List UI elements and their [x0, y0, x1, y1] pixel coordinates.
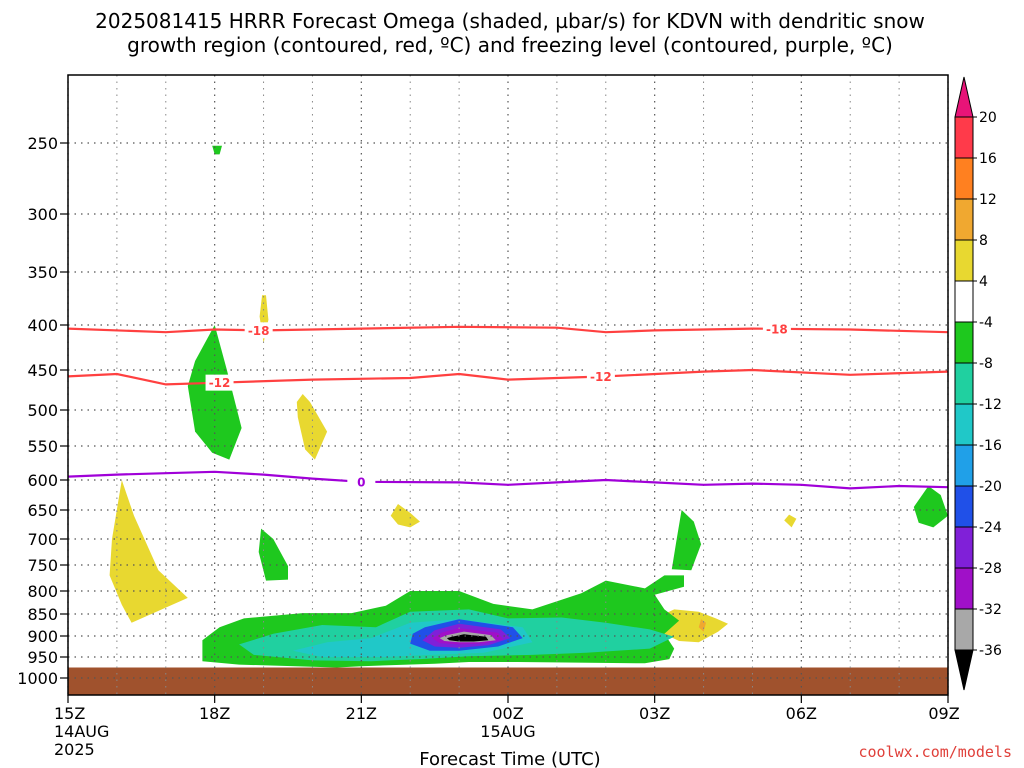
- colorbar-label-12: -32: [979, 602, 1002, 618]
- contour-label-bg--18-1: [762, 320, 791, 337]
- colorbar-swatch-12: [954, 608, 974, 651]
- colorbar-label-9: -20: [979, 479, 1002, 495]
- ground-surface: [68, 667, 948, 695]
- colorbar-swatch-7: [954, 403, 974, 446]
- colorbar-label-7: -12: [979, 397, 1002, 413]
- contour-0: [67, 470, 949, 490]
- omega-region-5: [258, 528, 288, 581]
- contour-label--12-0: -12: [209, 376, 231, 390]
- colorbar-label-13: -36: [979, 643, 1002, 659]
- x-tick-label-h0-2: 2025: [54, 740, 95, 759]
- credit-text: coolwx.com/models: [858, 743, 1012, 761]
- omega-region-12: [698, 619, 706, 632]
- colorbar-top-arrow: [954, 76, 974, 118]
- x-tick-label-h0-0: 15Z: [54, 704, 85, 723]
- colorbar-swatch-2: [954, 198, 974, 241]
- chart-title: 2025081415 HRRR Forecast Omega (shaded, …: [95, 9, 925, 57]
- colorbar-swatch-10: [954, 526, 974, 569]
- y-tick-label-350: 350: [27, 263, 58, 282]
- colorbar: 20 16 12 8 4 -4 -8 -12 -16 -20 -24 -28 -32 -36: [954, 76, 1002, 691]
- omega-region-7: [390, 504, 420, 528]
- omega-region-8: [784, 514, 797, 528]
- colorbar-swatch-3: [954, 239, 974, 282]
- omega-region-10: [913, 486, 948, 528]
- y-tick-label-850: 850: [27, 605, 58, 624]
- y-tick-label-550: 550: [27, 437, 58, 456]
- y-axis-ticks: 250 300 350 400 450 500 550 600 650 700 750 800 850 9…: [17, 134, 68, 688]
- x-tick-label-h9-0: 00Z: [492, 704, 523, 723]
- colorbar-swatch-9: [954, 485, 974, 528]
- colorbar-bottom-arrow: [954, 649, 974, 691]
- colorbar-label-0: 20: [979, 110, 997, 126]
- colorbar-swatch-1: [954, 157, 974, 200]
- y-tick-label-500: 500: [27, 401, 58, 420]
- y-tick-label-650: 650: [27, 501, 58, 520]
- y-tick-label-950: 950: [27, 648, 58, 667]
- colorbar-swatch-5: [954, 321, 974, 364]
- colorbar-label-8: -16: [979, 438, 1002, 454]
- omega-shading: [109, 145, 948, 668]
- x-tick-label-h0-1: 14AUG: [54, 722, 109, 741]
- colorbar-swatch-6: [954, 362, 974, 405]
- contour-label--18-0: -18: [248, 324, 270, 338]
- colorbar-label-4: 4: [979, 274, 988, 290]
- omega-region-6: [109, 480, 188, 623]
- y-tick-label-700: 700: [27, 530, 58, 549]
- title-line-1: 2025081415 HRRR Forecast Omega (shaded, …: [95, 9, 925, 33]
- contour-label-bg--18-0: [244, 322, 273, 339]
- title-line-2: growth region (contoured, red, ºC) and f…: [127, 33, 893, 57]
- colorbar-swatch-4: [954, 280, 974, 323]
- contour-label-bg-0-0: [347, 473, 376, 490]
- y-tick-label-750: 750: [27, 556, 58, 575]
- y-tick-label-250: 250: [27, 134, 58, 153]
- colorbar-swatch-8: [954, 444, 974, 487]
- y-tick-label-400: 400: [27, 316, 58, 335]
- x-tick-label-h3-0: 18Z: [199, 704, 230, 723]
- contour-label-0-0: 0: [357, 475, 365, 489]
- colorbar-label-6: -8: [979, 356, 993, 372]
- colorbar-label-5: -4: [979, 315, 993, 331]
- colorbar-swatch-0: [954, 116, 974, 159]
- y-tick-label-300: 300: [27, 205, 58, 224]
- x-tick-label-h18-0: 09Z: [928, 704, 959, 723]
- contour-label-bg--12-1: [586, 368, 615, 385]
- y-tick-label-800: 800: [27, 582, 58, 601]
- y-tick-label-1000: 1000: [17, 669, 58, 688]
- colorbar-label-10: -24: [979, 520, 1002, 536]
- y-tick-label-450: 450: [27, 361, 58, 380]
- y-tick-label-600: 600: [27, 471, 58, 490]
- x-tick-label-h9-1: 15AUG: [480, 722, 535, 741]
- colorbar-label-2: 12: [979, 192, 997, 208]
- x-tick-label-h6-0: 21Z: [346, 704, 377, 723]
- contour-lines: -18 -18 -12 -12 0: [67, 320, 949, 490]
- x-tick-label-h15-0: 06Z: [786, 704, 817, 723]
- y-tick-label-900: 900: [27, 627, 58, 646]
- x-axis-label: Forecast Time (UTC): [419, 749, 600, 768]
- contour-label--18-1: -18: [766, 322, 788, 336]
- colorbar-label-1: 16: [979, 151, 997, 167]
- contour-label-bg--12-0: [205, 374, 234, 391]
- contour--12: [67, 368, 949, 386]
- omega-region-9: [671, 510, 702, 571]
- omega-region-3: [259, 295, 269, 343]
- colorbar-swatch-11: [954, 567, 974, 610]
- colorbar-label-3: 8: [979, 233, 988, 249]
- x-tick-label-h12-0: 03Z: [639, 704, 670, 723]
- colorbar-label-11: -28: [979, 561, 1002, 577]
- omega-region-2: [187, 325, 242, 460]
- contour-label--12-1: -12: [590, 370, 612, 384]
